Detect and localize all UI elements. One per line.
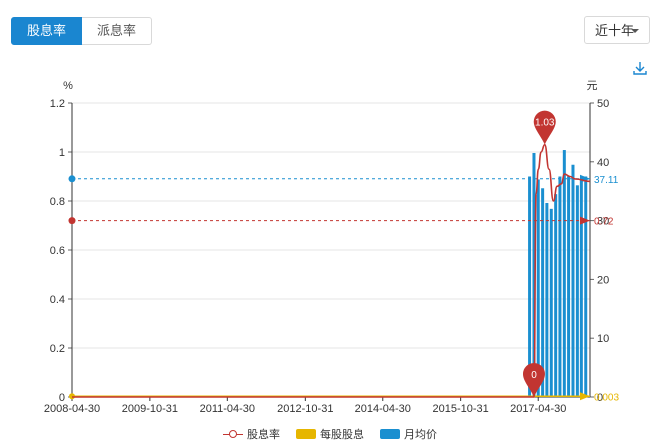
right-axis-tick-label: 50 [597,98,609,110]
x-axis-tick-label: 2012-10-31 [277,403,333,415]
avg-price-label: 37.11 [594,175,619,186]
left-axis-tick-label: 1 [59,147,65,159]
right-axis-tick-label: 0 [597,392,603,404]
price-bar [536,179,540,397]
price-bar [532,152,536,397]
price-bar [528,176,532,397]
price-bar [554,194,558,397]
x-axis-tick-label: 2017-04-30 [510,403,566,415]
chart-legend: 股息率 每股股息 月均价 [0,426,660,442]
legend-swatch-yield [223,429,243,439]
price-bar [562,150,566,397]
price-bar [584,176,588,397]
price-bar [567,176,571,397]
legend-swatch-price [380,429,400,439]
x-axis-tick-label: 2014-04-30 [355,403,411,415]
avg-price-marker [68,175,76,183]
left-axis-tick-label: 0 [59,392,65,404]
x-axis-tick-label: 2009-10-31 [122,403,178,415]
left-axis-tick-label: 0.2 [50,343,65,355]
legend-label-yield: 股息率 [247,429,280,441]
dividend-end-label: 0.003 [594,392,619,403]
yield-line [72,143,591,398]
yield-marker-arrow [580,216,590,225]
left-axis-tick-label: 0.6 [50,245,65,257]
price-bar [558,176,562,397]
time-range-value: 近十年 [595,23,635,38]
price-bar [579,179,583,397]
chevron-down-icon [631,29,639,33]
price-bar [571,164,575,397]
price-bar [575,185,579,397]
right-axis-tick-label: 10 [597,333,609,345]
legend-label-price: 月均价 [404,429,437,441]
legend-item-price[interactable]: 月均价 [380,426,437,442]
left-axis-tick-label: 0.8 [50,196,65,208]
x-axis-tick-label: 2011-04-30 [200,403,255,415]
price-bar [549,208,553,397]
left-axis-unit: % [63,80,73,92]
legend-item-yield[interactable]: 股息率 [223,426,280,442]
yield-marker-label: 0.72 [594,217,614,228]
x-axis-tick-label: 2015-10-31 [433,403,489,415]
download-icon[interactable] [632,60,648,76]
time-range-select[interactable]: 近十年 [584,16,650,44]
tab-dividend-yield[interactable]: 股息率 [11,17,83,45]
yield-max-pin [533,110,556,145]
x-axis-tick-label: 2008-04-30 [44,403,100,415]
right-axis-unit: 元 [587,80,598,92]
price-bar [541,188,545,397]
left-axis-tick-label: 1.2 [50,98,65,110]
yield-min-pin [522,363,545,397]
metric-tabs: 股息率 派息率 [11,17,153,45]
right-axis-tick-label: 40 [597,157,609,169]
yield-marker-dot [68,217,76,225]
price-bar [545,202,549,397]
yield-max-pin-label: 1.03 [535,118,555,129]
tab-payout-ratio[interactable]: 派息率 [82,17,153,45]
dividend-arrow [580,392,590,401]
left-axis-tick-label: 0.4 [50,294,65,306]
right-axis-tick-label: 20 [597,274,609,286]
legend-swatch-dividend [296,429,316,439]
yield-min-pin-label: 0 [531,370,537,381]
legend-item-dividend[interactable]: 每股股息 [296,426,364,442]
legend-label-dividend: 每股股息 [320,429,364,441]
right-axis-tick-label: 30 [597,216,609,228]
